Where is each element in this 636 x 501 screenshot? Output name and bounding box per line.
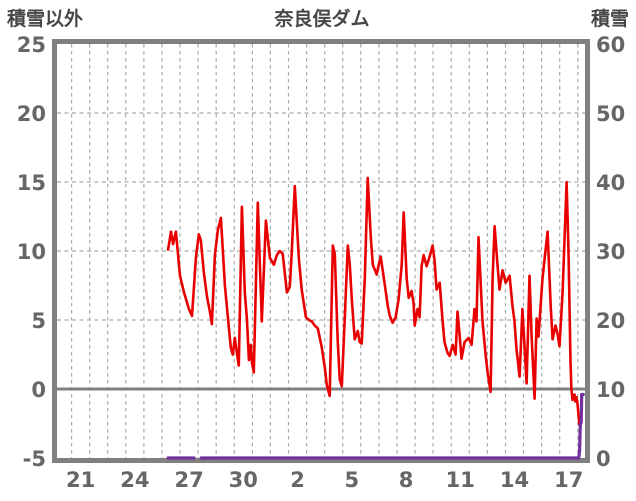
right-axis-tick-labels: 60 50 40 30 20 10 0 (596, 33, 625, 471)
gridlines (53, 44, 585, 458)
svg-text:11: 11 (446, 468, 475, 492)
svg-text:5: 5 (344, 468, 359, 492)
svg-text:0: 0 (596, 447, 611, 471)
svg-text:27: 27 (174, 468, 203, 492)
svg-text:60: 60 (596, 33, 625, 57)
chart-title: 奈良俣ダム (273, 7, 369, 30)
svg-text:50: 50 (596, 102, 625, 126)
svg-text:40: 40 (596, 171, 625, 195)
svg-text:24: 24 (120, 468, 149, 492)
svg-text:10: 10 (17, 240, 46, 264)
svg-text:25: 25 (17, 33, 46, 57)
left-axis-tick-labels: 25 20 15 10 5 0 -5 (17, 33, 46, 471)
svg-text:20: 20 (17, 102, 46, 126)
svg-text:14: 14 (500, 468, 529, 492)
x-axis-tick-labels: 21 24 27 30 2 5 8 11 14 17 (66, 468, 583, 492)
svg-text:20: 20 (596, 309, 625, 333)
left-axis-label: 積雪以外 (7, 7, 83, 30)
svg-text:15: 15 (17, 171, 46, 195)
svg-text:17: 17 (554, 468, 583, 492)
svg-text:10: 10 (596, 378, 625, 402)
svg-text:30: 30 (596, 240, 625, 264)
plot-border (52, 39, 590, 463)
svg-text:5: 5 (31, 309, 46, 333)
svg-text:2: 2 (290, 468, 305, 492)
svg-text:0: 0 (31, 378, 46, 402)
snow-depth-line (166, 392, 585, 460)
svg-text:30: 30 (229, 468, 258, 492)
svg-text:21: 21 (66, 468, 95, 492)
right-axis-label: 積雪 (591, 7, 629, 30)
temperature-line (166, 176, 581, 427)
svg-text:-5: -5 (23, 447, 46, 471)
svg-text:8: 8 (399, 468, 414, 492)
